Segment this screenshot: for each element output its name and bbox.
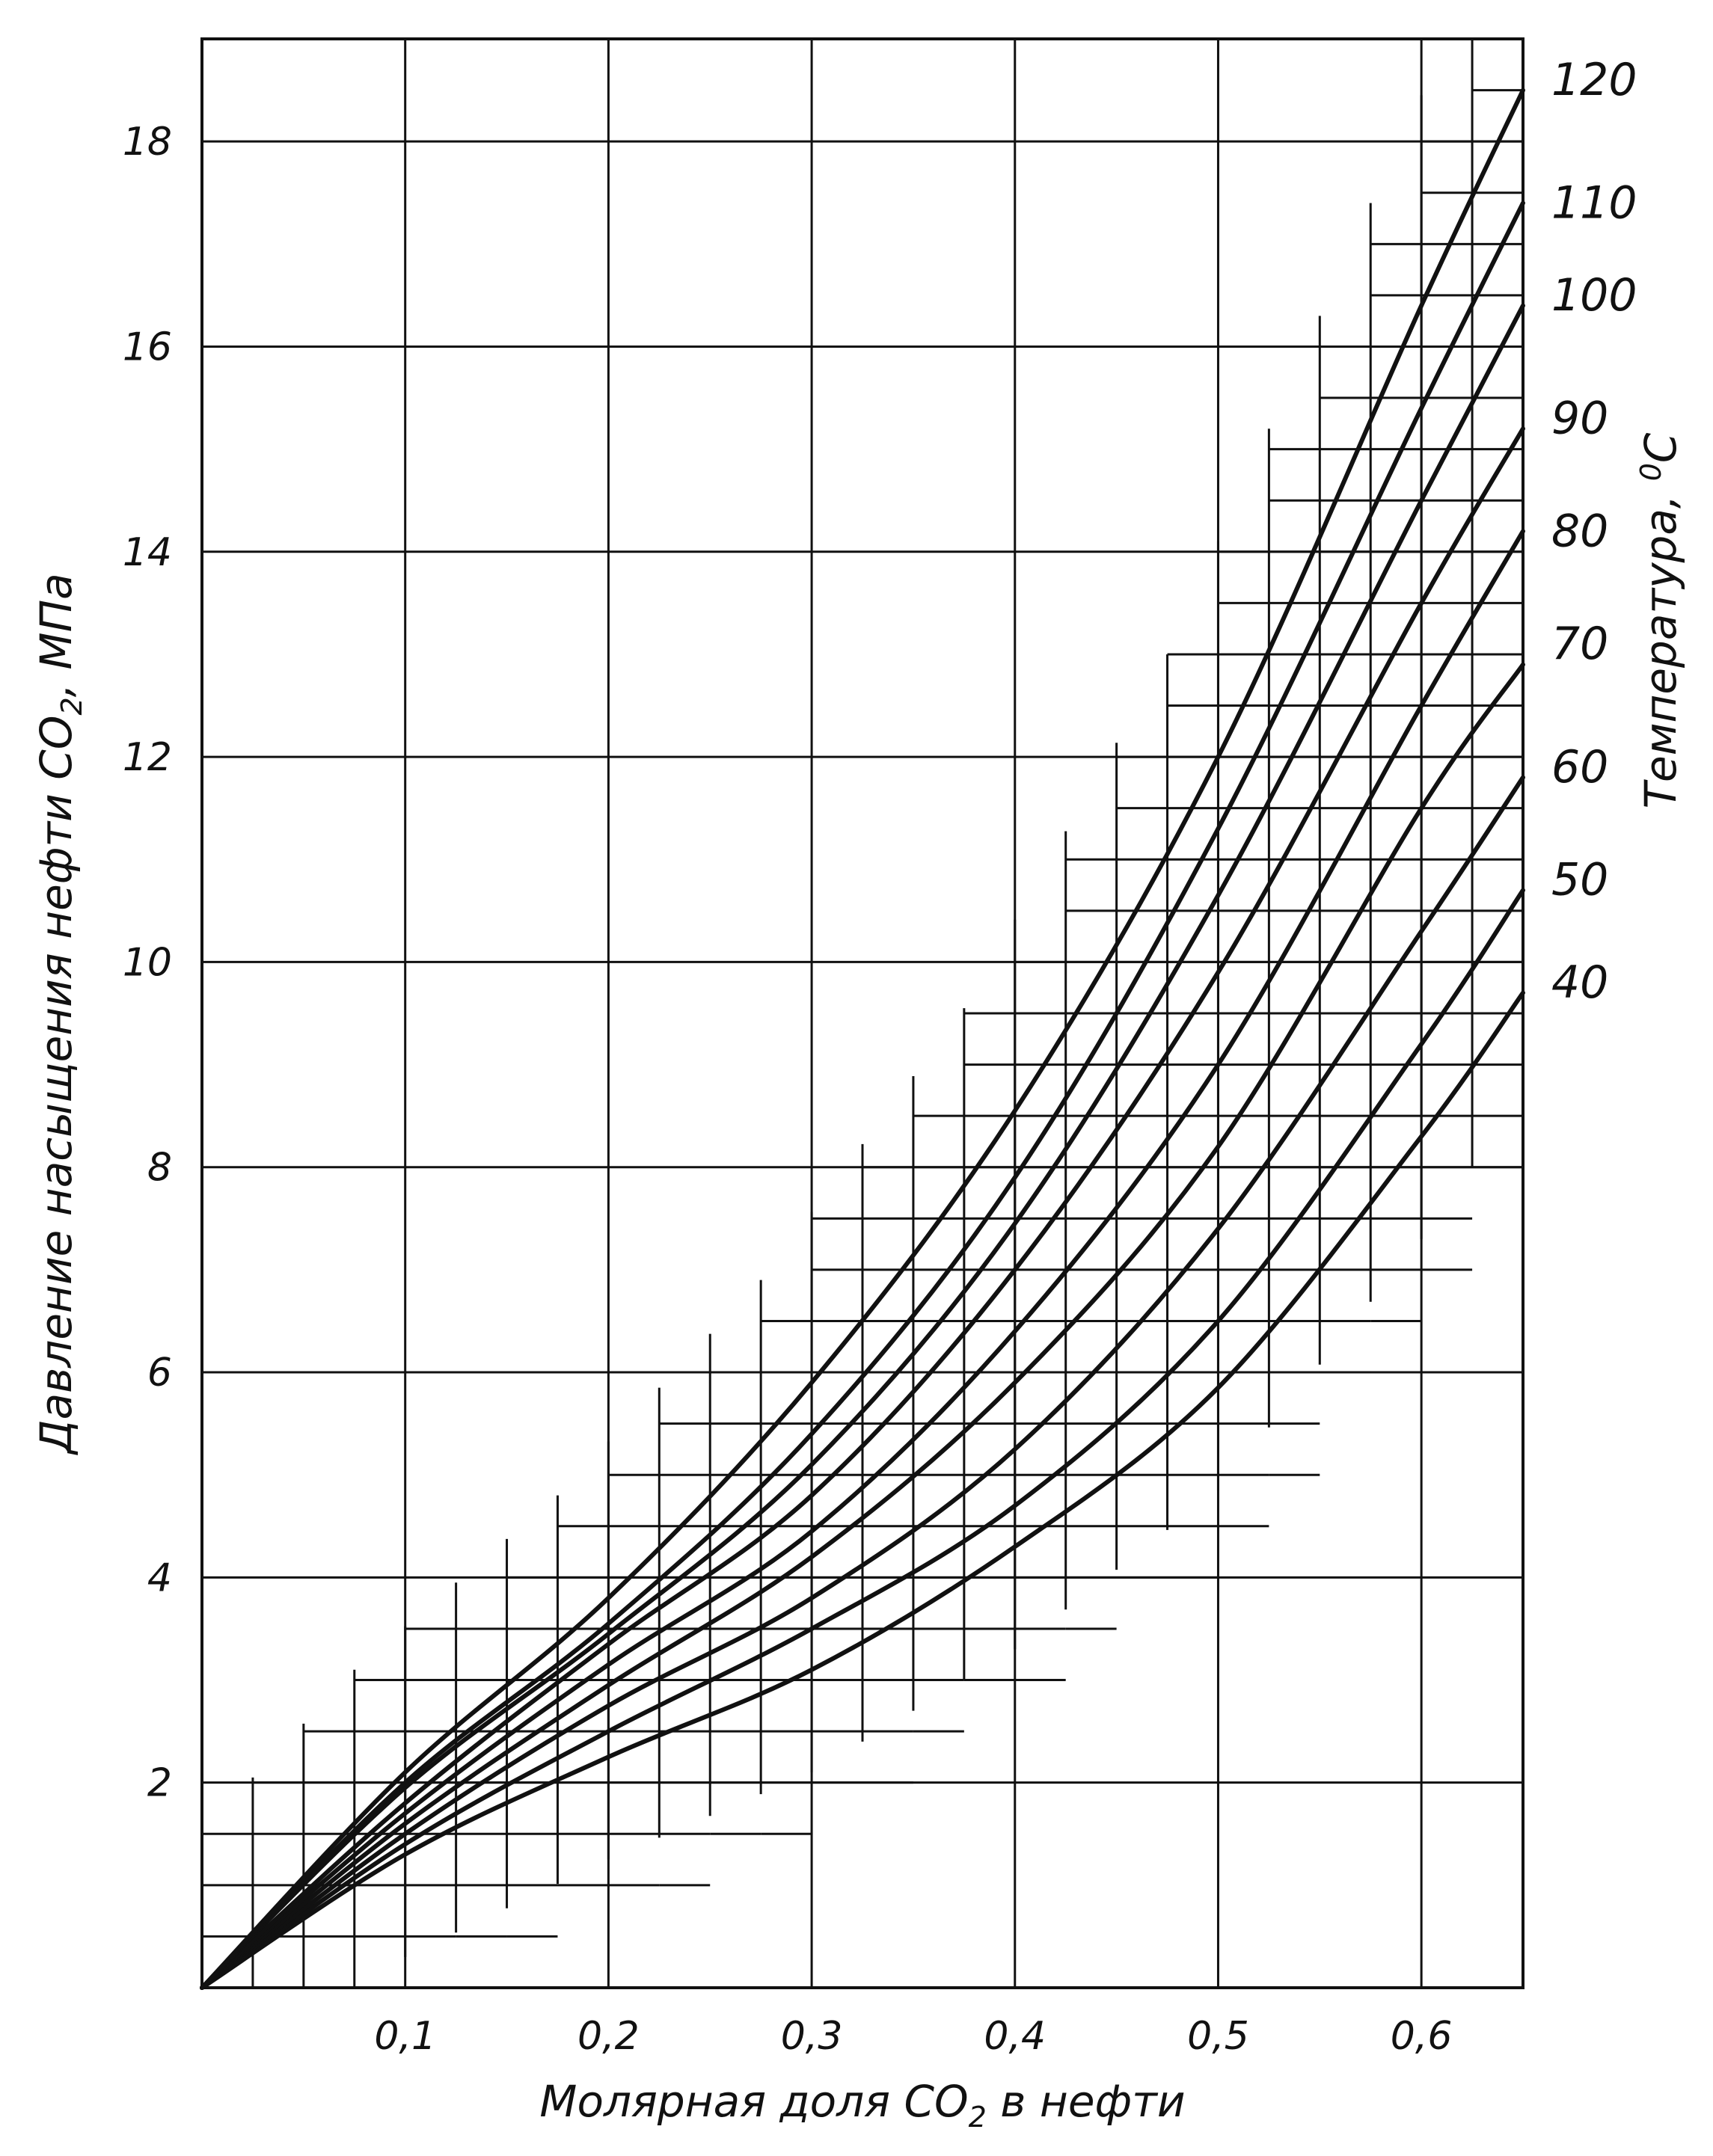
x-axis-title-main: Молярная доля CO	[539, 2076, 968, 2127]
x-tick-label: 0,2	[577, 2014, 640, 2059]
series-label-40: 40	[1551, 956, 1608, 1009]
series-line-40	[200, 990, 1525, 1990]
series-line-100	[200, 303, 1525, 1990]
series-label-120: 120	[1551, 54, 1637, 106]
series-label-80: 80	[1551, 505, 1608, 557]
series-line-50	[200, 888, 1525, 1990]
series-labels: 40 50 60 70 80 90 100 110 120	[1551, 54, 1637, 1009]
series-line-60	[200, 775, 1525, 1990]
series-line-80	[200, 529, 1525, 1990]
y-tick-label: 18	[123, 120, 172, 165]
series-group	[200, 87, 1525, 1990]
x-tick-label: 0,4	[984, 2014, 1046, 2059]
series-line-110	[200, 200, 1525, 1990]
temperature-axis-title: Температура, 0C	[1634, 432, 1686, 808]
y-tick-label: 16	[123, 325, 172, 369]
y-tick-label: 8	[147, 1146, 172, 1191]
x-tick-label: 0,3	[781, 2014, 843, 2059]
y-tick-label: 6	[147, 1351, 172, 1395]
x-axis-title-tail: в нефти	[987, 2076, 1186, 2127]
y-tick-label: 12	[123, 735, 172, 780]
plot-frame	[200, 37, 1524, 1989]
temperature-axis-title-tail: C	[1635, 432, 1686, 463]
y-axis-title-main: Давление насыщения нефти CO	[31, 716, 82, 1456]
series-label-60: 60	[1551, 741, 1608, 793]
series-line-90	[200, 426, 1525, 1990]
x-tick-label: 0,1	[374, 2014, 436, 2059]
grid	[200, 37, 1523, 1989]
temperature-axis-title-main: Температура,	[1635, 481, 1686, 808]
x-axis-title-subscript: 2	[969, 2101, 987, 2134]
y-tick-label: 14	[123, 530, 172, 575]
series-line-70	[200, 662, 1525, 1990]
series-line-120	[200, 87, 1525, 1990]
y-tick-labels: 2 4 6 8 10 12 14 16 18	[123, 120, 172, 1806]
y-tick-label: 2	[147, 1761, 172, 1806]
x-axis-title: Молярная доля CO2 в нефти	[539, 2076, 1185, 2134]
y-axis-title-tail: , МПа	[31, 573, 82, 697]
x-tick-labels: 0,1 0,2 0,3 0,4 0,5 0,6	[374, 2014, 1452, 2059]
y-tick-label: 4	[147, 1555, 172, 1600]
series-label-100: 100	[1551, 269, 1637, 322]
y-axis-title-subscript: 2	[55, 697, 88, 715]
y-axis-title: Давление насыщения нефти CO2, МПа	[31, 573, 88, 1455]
series-label-50: 50	[1551, 854, 1608, 906]
x-tick-label: 0,6	[1391, 2014, 1453, 2059]
series-label-110: 110	[1551, 176, 1637, 229]
x-tick-label: 0,5	[1187, 2014, 1249, 2059]
y-tick-label: 10	[123, 940, 172, 985]
series-label-70: 70	[1551, 618, 1608, 670]
series-label-90: 90	[1551, 392, 1608, 444]
temperature-axis-title-superscript: 0	[1634, 463, 1667, 481]
